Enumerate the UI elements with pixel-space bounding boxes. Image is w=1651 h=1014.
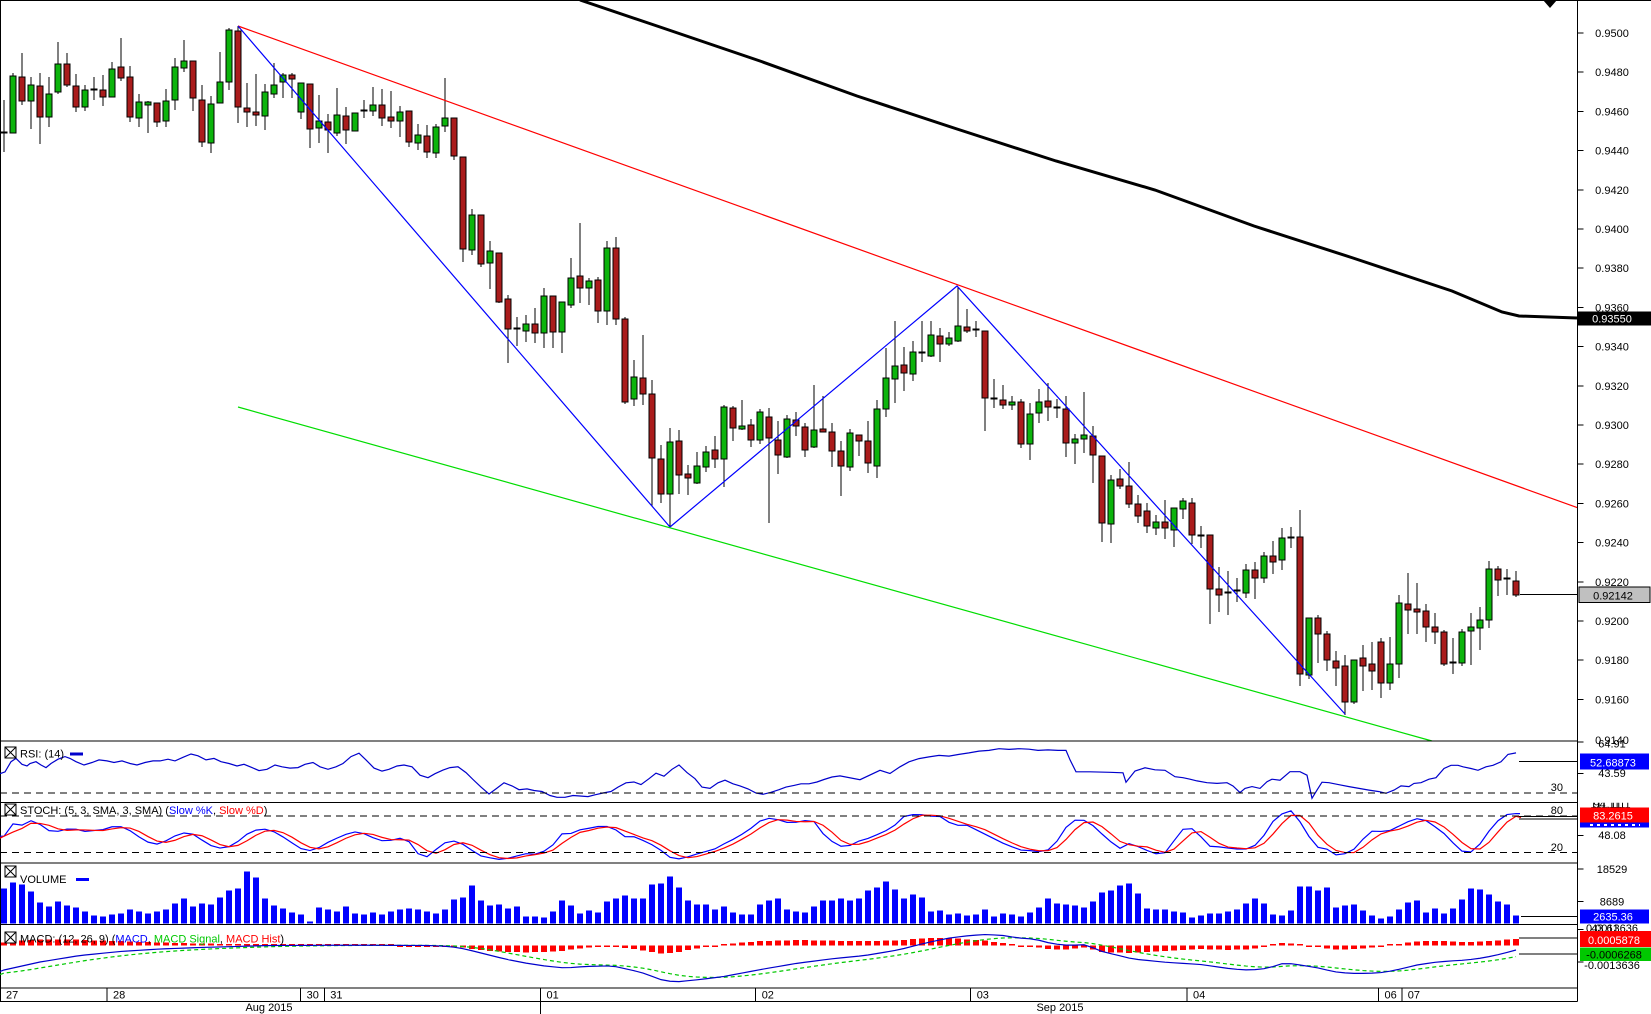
svg-text:-0.0006268: -0.0006268 <box>1586 950 1642 962</box>
svg-text:0.9220: 0.9220 <box>1595 577 1629 589</box>
svg-text:0.9460: 0.9460 <box>1595 106 1629 118</box>
svg-text:0.9160: 0.9160 <box>1595 694 1629 706</box>
svg-text:03: 03 <box>977 990 989 1002</box>
svg-text:0.9140: 0.9140 <box>1595 735 1629 747</box>
svg-text:0.9260: 0.9260 <box>1595 498 1629 510</box>
svg-text:02: 02 <box>762 990 774 1002</box>
svg-text:0.9500: 0.9500 <box>1595 28 1629 40</box>
svg-text:0.0005878: 0.0005878 <box>1588 935 1640 947</box>
svg-text:0.92142: 0.92142 <box>1593 591 1633 603</box>
svg-text:MACD: (12, 26, 9) (MACD, MACD: MACD: (12, 26, 9) (MACD, MACD Signal, MA… <box>20 934 284 946</box>
svg-text:0.9280: 0.9280 <box>1595 459 1629 471</box>
svg-text:04: 04 <box>1193 990 1205 1002</box>
svg-text:Sep 2015: Sep 2015 <box>1036 1002 1083 1014</box>
svg-text:RSI: (14): RSI: (14) <box>20 749 64 761</box>
svg-text:111.11: 111.11 <box>1590 799 1621 811</box>
svg-text:30: 30 <box>307 990 319 1002</box>
svg-text:31: 31 <box>330 990 342 1002</box>
svg-text:43.59: 43.59 <box>1598 768 1626 780</box>
svg-text:0.9420: 0.9420 <box>1595 185 1629 197</box>
svg-text:0.9200: 0.9200 <box>1595 616 1629 628</box>
svg-text:0.9340: 0.9340 <box>1595 342 1629 354</box>
svg-text:06: 06 <box>1385 990 1397 1002</box>
svg-text:0.93550: 0.93550 <box>1592 314 1632 326</box>
svg-text:80: 80 <box>1551 805 1563 817</box>
svg-text:0.9360: 0.9360 <box>1595 302 1629 314</box>
svg-text:64.91: 64.91 <box>1598 739 1626 751</box>
svg-text:0.9440: 0.9440 <box>1595 146 1629 158</box>
svg-text:30: 30 <box>1551 782 1563 794</box>
svg-text:2635.36: 2635.36 <box>1593 912 1633 924</box>
svg-text:01: 01 <box>547 990 559 1002</box>
svg-text:0.9480: 0.9480 <box>1595 67 1629 79</box>
svg-text:STOCH: (5, 3, SMA, 3, SMA) (Sl: STOCH: (5, 3, SMA, 3, SMA) (Slow %K, Slo… <box>20 805 267 817</box>
svg-text:27: 27 <box>6 990 18 1002</box>
svg-text:18529: 18529 <box>1597 864 1628 876</box>
svg-text:94.1111: 94.1111 <box>1593 799 1630 811</box>
svg-text:83.2615: 83.2615 <box>1593 811 1633 823</box>
svg-text:20: 20 <box>1551 842 1563 854</box>
svg-text:48.08: 48.08 <box>1598 830 1626 842</box>
svg-text:28: 28 <box>113 990 125 1002</box>
svg-text:0.9320: 0.9320 <box>1595 381 1629 393</box>
svg-text:0.9180: 0.9180 <box>1595 655 1629 667</box>
svg-text:07: 07 <box>1408 990 1420 1002</box>
svg-text:0.9240: 0.9240 <box>1595 538 1629 550</box>
svg-text:Aug 2015: Aug 2015 <box>245 1002 292 1014</box>
svg-text:0.9380: 0.9380 <box>1595 263 1629 275</box>
svg-text:52.68873: 52.68873 <box>1590 758 1636 770</box>
svg-text:0.9300: 0.9300 <box>1595 420 1629 432</box>
svg-text:0.9400: 0.9400 <box>1595 224 1629 236</box>
svg-text:VOLUME: VOLUME <box>20 874 66 886</box>
svg-text:8689: 8689 <box>1600 897 1624 909</box>
svg-text:-0.0013636: -0.0013636 <box>1584 960 1640 972</box>
